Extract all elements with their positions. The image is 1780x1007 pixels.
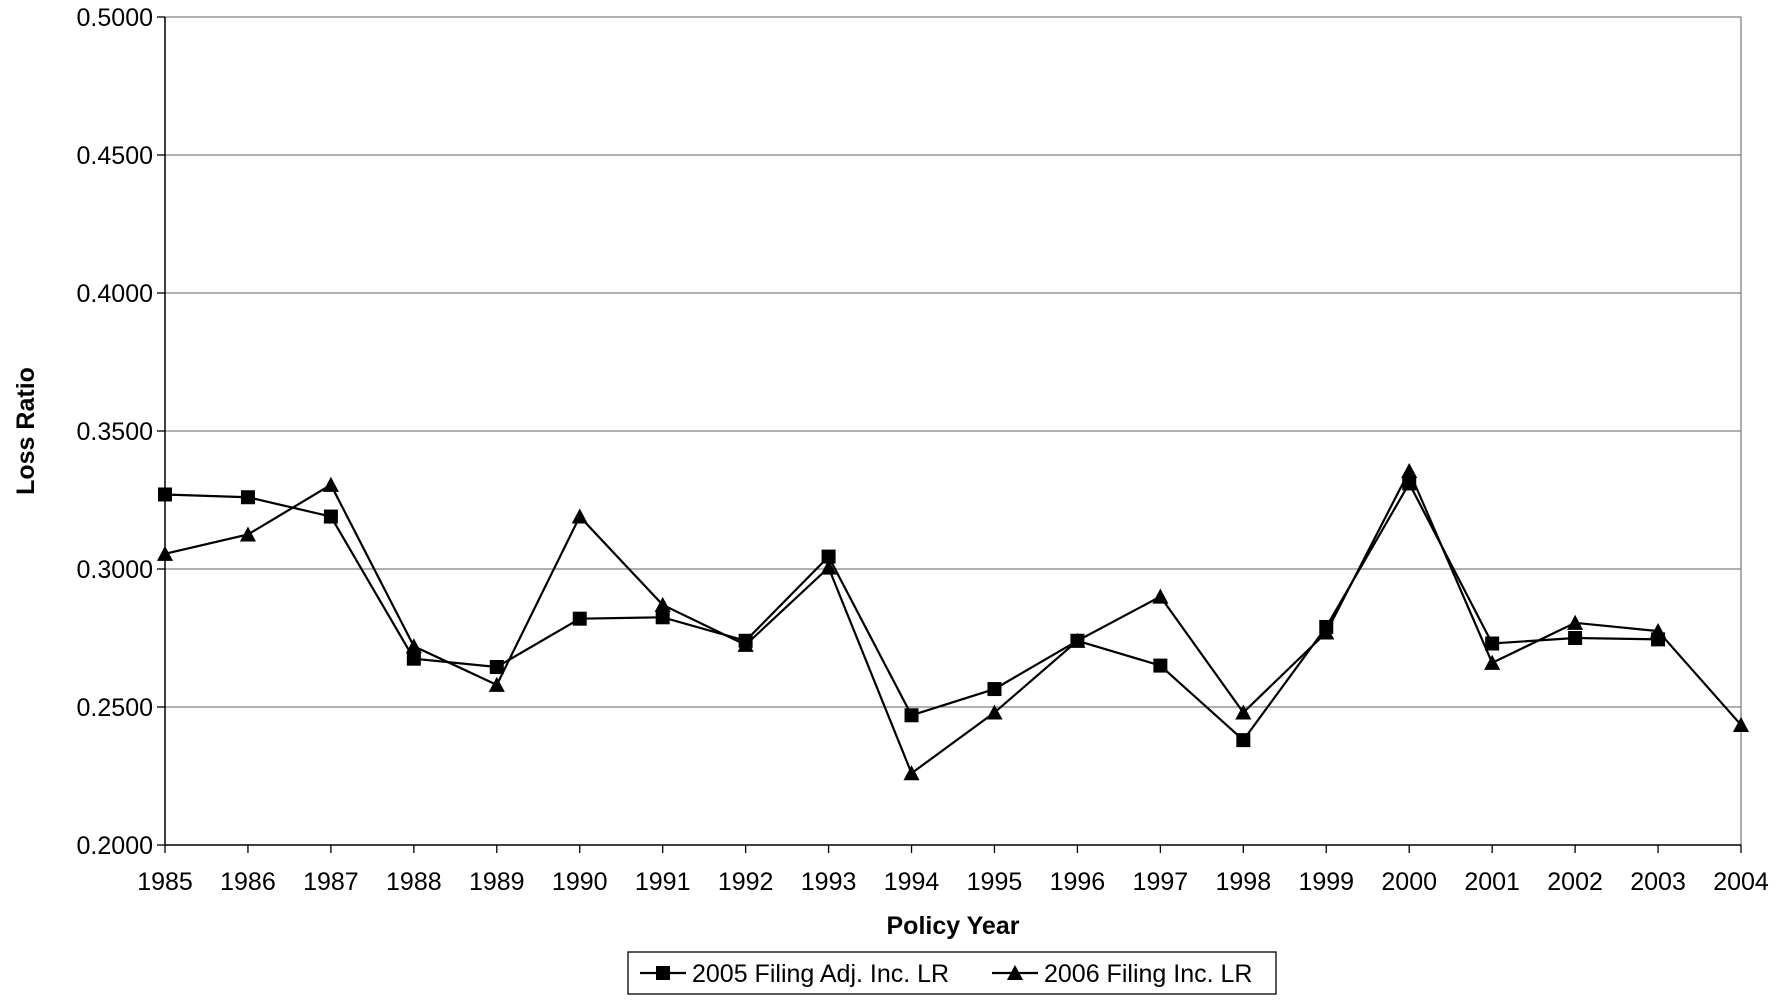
triangle-marker — [1069, 632, 1086, 648]
triangle-marker — [1484, 654, 1501, 670]
gridlines — [165, 16, 1741, 708]
square-marker — [323, 509, 338, 524]
x-tick-label: 1993 — [801, 868, 857, 896]
triangle-marker — [903, 765, 920, 781]
x-tick-label: 2000 — [1381, 868, 1437, 896]
y-tick-label: 0.4000 — [77, 280, 153, 308]
x-tick-label: 1987 — [303, 868, 359, 896]
x-tick-label: 1992 — [718, 868, 774, 896]
triangle-marker — [405, 638, 422, 654]
triangle-marker — [1650, 623, 1667, 639]
y-tick-label: 0.3000 — [77, 556, 153, 584]
legend-label: 2005 Filing Adj. Inc. LR — [692, 960, 949, 988]
triangle-marker — [1567, 614, 1584, 630]
square-marker — [489, 659, 504, 674]
x-tick-label: 1997 — [1133, 868, 1189, 896]
x-tick-label: 1998 — [1216, 868, 1272, 896]
series-layer — [156, 462, 1750, 781]
y-axis-title: Loss Ratio — [12, 367, 40, 495]
series-1 — [158, 476, 1666, 748]
square-marker — [1485, 636, 1500, 651]
square-marker — [655, 610, 670, 625]
x-tick-label: 2003 — [1630, 868, 1686, 896]
series-2 — [156, 462, 1750, 781]
x-tick-label: 2004 — [1713, 868, 1769, 896]
triangle-marker — [488, 676, 505, 692]
axes — [157, 16, 1742, 853]
square-marker — [1236, 733, 1251, 748]
square-marker — [987, 682, 1002, 697]
triangle-marker — [322, 476, 339, 492]
legend: 2005 Filing Adj. Inc. LR 2006 Filing Inc.… — [627, 951, 1277, 995]
y-tick-label: 0.3500 — [77, 418, 153, 446]
x-tick-label: 2002 — [1547, 868, 1603, 896]
square-marker — [904, 708, 919, 723]
triangle-marker — [986, 704, 1003, 720]
series-line — [164, 468, 1742, 775]
square-marker — [1568, 631, 1583, 645]
square-marker — [821, 549, 836, 564]
triangle-marker — [1401, 462, 1418, 479]
x-tick-label: 1988 — [386, 868, 442, 896]
legend-triangle-marker — [1006, 964, 1024, 980]
square-marker — [1153, 658, 1168, 673]
triangle-marker — [820, 559, 837, 575]
square-marker — [240, 490, 255, 505]
x-tick-label: 1985 — [137, 868, 193, 896]
x-tick-label: 1996 — [1050, 868, 1106, 896]
legend-square-marker — [656, 966, 670, 980]
triangle-marker — [737, 636, 754, 652]
triangle-marker — [1318, 624, 1335, 640]
x-axis-title: Policy Year — [887, 912, 1020, 940]
x-tick-label: 1990 — [552, 868, 608, 896]
x-tick-label: 1991 — [635, 868, 691, 896]
square-marker — [158, 487, 172, 502]
triangle-marker — [654, 596, 671, 612]
triangle-marker — [1235, 704, 1252, 720]
triangle-marker — [1732, 716, 1750, 732]
triangle-marker — [571, 508, 588, 524]
series-line — [164, 481, 1659, 742]
legend-label: 2006 Filing Inc. LR — [1044, 960, 1252, 988]
triangle-marker — [1152, 588, 1169, 604]
x-tick-label: 1995 — [967, 868, 1023, 896]
x-tick-label: 1986 — [220, 868, 276, 896]
triangle-marker — [239, 526, 256, 542]
legend-box — [627, 951, 1277, 995]
y-tick-label: 0.2000 — [77, 832, 153, 860]
legend-item: 2006 Filing Inc. LR — [992, 960, 1252, 988]
x-tick-label: 1989 — [469, 868, 525, 896]
y-tick-label: 0.5000 — [77, 4, 153, 32]
x-tick-label: 2001 — [1464, 868, 1520, 896]
y-tick-label: 0.4500 — [77, 142, 153, 170]
x-tick-label: 1994 — [884, 868, 940, 896]
triangle-marker — [156, 545, 174, 561]
legend-item: 2005 Filing Adj. Inc. LR — [640, 960, 949, 988]
y-tick-label: 0.2500 — [77, 694, 153, 722]
square-marker — [406, 651, 421, 666]
tick-labels: 0.2000 0.2500 0.3000 0.3500 0.4000 0.4500 0.50… — [77, 4, 1769, 896]
square-marker — [572, 611, 587, 626]
x-tick-label: 1999 — [1298, 868, 1354, 896]
